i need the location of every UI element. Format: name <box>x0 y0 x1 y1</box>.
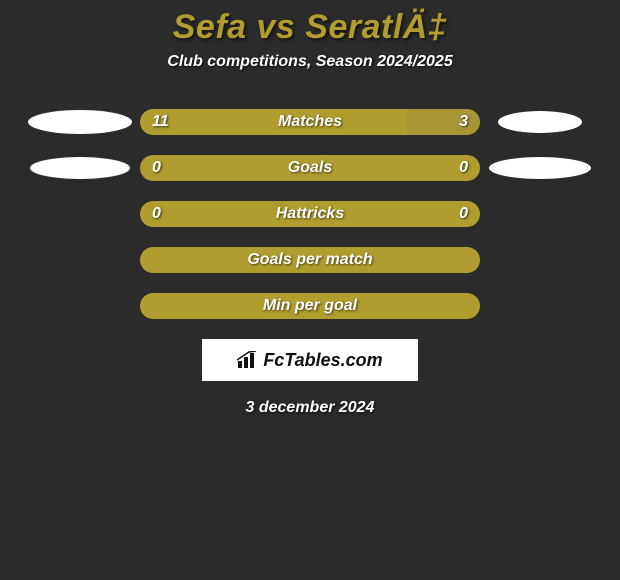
stat-row: Hattricks00 <box>0 201 620 227</box>
stat-row: Matches113 <box>0 109 620 135</box>
chart-icon <box>237 351 259 369</box>
player-badge-left <box>28 110 132 134</box>
left-badge-slot <box>20 157 140 179</box>
bar-segment-left <box>140 247 480 273</box>
left-badge-slot <box>20 110 140 134</box>
stat-bar: Goals00 <box>140 155 480 181</box>
player-badge-right <box>498 111 582 133</box>
footer-date: 3 december 2024 <box>0 399 620 417</box>
stat-bar: Matches113 <box>140 109 480 135</box>
bar-segment-left <box>140 155 480 181</box>
page-title: Sefa vs SeratlÄ‡ <box>0 0 620 47</box>
bar-segment-left <box>140 293 480 319</box>
right-badge-slot <box>480 111 600 133</box>
bar-segment-right <box>407 109 480 135</box>
stat-row: Min per goal <box>0 293 620 319</box>
stat-row: Goals00 <box>0 155 620 181</box>
player-badge-left <box>30 157 130 179</box>
page-subtitle: Club competitions, Season 2024/2025 <box>0 53 620 71</box>
player-badge-right <box>489 157 591 179</box>
stat-bar: Goals per match <box>140 247 480 273</box>
bar-segment-left <box>140 109 407 135</box>
stat-row: Goals per match <box>0 247 620 273</box>
stat-bar: Hattricks00 <box>140 201 480 227</box>
stat-bar: Min per goal <box>140 293 480 319</box>
bar-segment-left <box>140 201 480 227</box>
logo-text: FcTables.com <box>263 350 382 371</box>
stats-rows: Matches113 Goals00 Hattricks00 Goals per ma… <box>0 109 620 319</box>
right-badge-slot <box>480 157 600 179</box>
logo-box: FcTables.com <box>202 339 418 381</box>
